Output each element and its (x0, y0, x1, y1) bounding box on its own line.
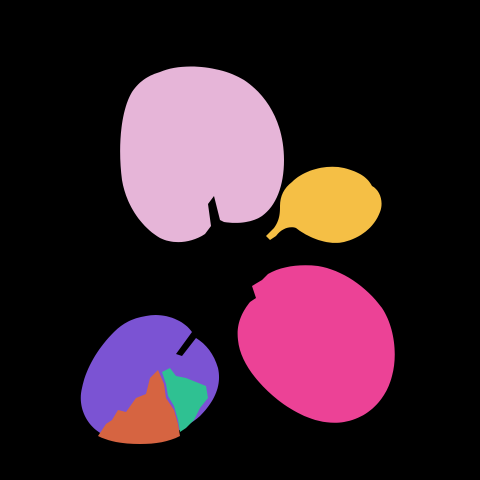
leaf-top-left (120, 66, 284, 243)
leaf-top-right-small (266, 166, 382, 243)
leaf-bottom-right (237, 265, 395, 423)
leaf-bottom-left-middle-segment (162, 368, 208, 432)
leaf-bottom-left-lower-segment (98, 370, 180, 444)
